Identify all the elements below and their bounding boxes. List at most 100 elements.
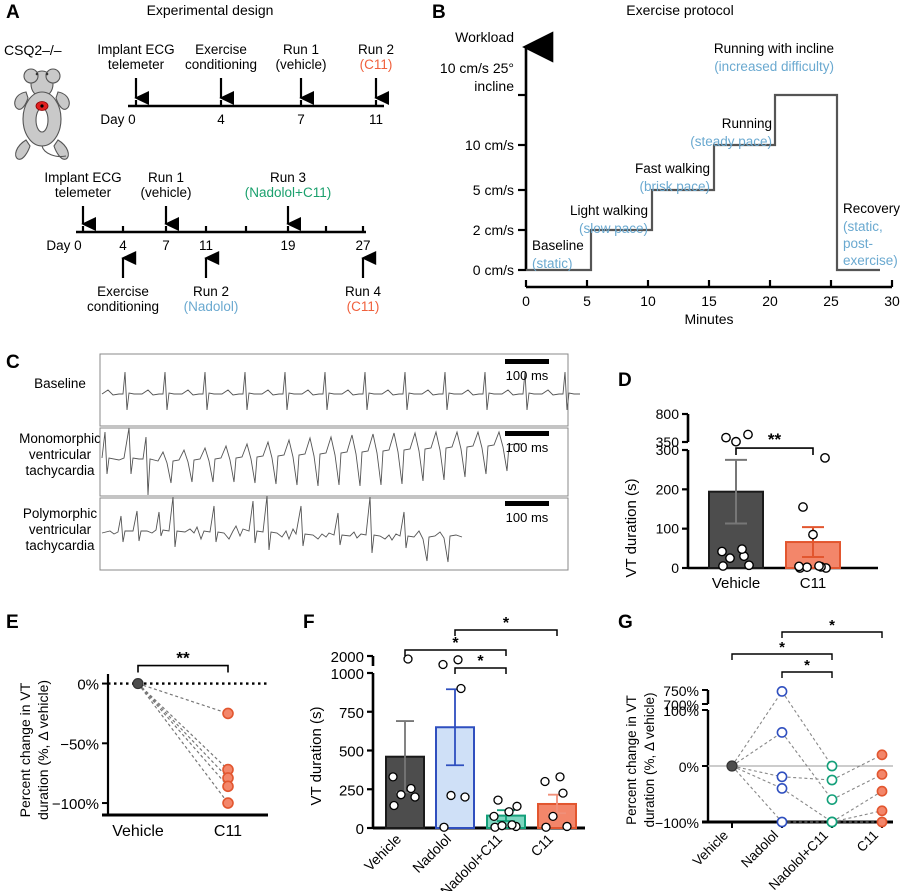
b-stage-4-name: Running with incline: [714, 41, 834, 56]
g-datapoint: [876, 749, 888, 761]
d-yticklabel-0: 0: [671, 560, 679, 576]
b-stage-2-name: Fast walking: [635, 161, 710, 176]
d-datapoint: [802, 562, 812, 573]
g-datapoint-vehicle: [726, 760, 738, 772]
e-sig-label: **: [176, 649, 190, 668]
f-datapoint: [388, 772, 398, 782]
f-sig-bracket-veh-nadc11-label: *: [452, 635, 459, 652]
f-datapoint: [555, 772, 565, 782]
g-connector: [781, 776, 833, 781]
e-xticklabel-0: Vehicle: [112, 823, 164, 840]
mouse-genotype-label: CSQ2–/–: [4, 42, 62, 58]
g-xticklabel-1: Nadolol: [738, 828, 781, 871]
d-datapoint: [820, 452, 830, 463]
ecg-trace-baseline: [101, 371, 580, 411]
tl2-evt4-l2: (Nadolol): [184, 299, 239, 314]
panel-g-label: G: [618, 612, 633, 633]
e-connector: [137, 682, 229, 715]
tl2-evt5-l2: (C11): [347, 299, 380, 314]
b-stage-0-name: Baseline: [532, 238, 584, 253]
f-datapoint: [403, 654, 413, 664]
exercise-protocol-chart: 0 cm/s 2 cm/s 5 cm/s 10 cm/s 10 cm/s 25°…: [440, 29, 900, 327]
g-datapoint: [876, 785, 888, 797]
panel-d-label: D: [618, 370, 632, 391]
g-sig-bracket-nad-nadc11-label: *: [804, 657, 810, 674]
tl1-tick-2: 7: [297, 112, 305, 127]
tl2-evt2-l1: Run 3: [270, 170, 306, 185]
f-xticklabel-0: Vehicle: [361, 831, 404, 874]
b-yaxis-title: Workload: [455, 29, 514, 45]
timeline-1: Implant ECG telemeter Exercise condition…: [97, 42, 394, 127]
g-datapoint: [776, 782, 788, 794]
e-ylabel-l1: Percent change in VT: [17, 682, 33, 817]
d-datapoint: [794, 561, 804, 572]
ecg-traces: Baseline Monomorphic ventricular tachyca…: [19, 353, 580, 571]
f-datapoint: [439, 822, 449, 832]
d-datapoint: [798, 502, 808, 512]
f-datapoint: [438, 659, 448, 670]
d-yticklabel-100: 100: [656, 521, 680, 537]
ecg-box-baseline: [99, 353, 569, 427]
g-connector: [831, 810, 883, 823]
panel-a: A Experimental design CSQ2–/– Implant EC…: [0, 0, 430, 330]
f-datapoint: [410, 792, 420, 802]
g-datapoint: [776, 727, 788, 738]
b-stage-3-sub: (steady pace): [690, 134, 772, 149]
g-connector: [781, 691, 833, 767]
workload-step-curve: [526, 93, 880, 272]
panel-c-label: C: [6, 352, 20, 373]
g-ylabel-l2: duration (%, Δ vehicle): [642, 692, 657, 827]
panel-g-chart: −100% 0% 100%700%750% Percent change in VT d…: [624, 617, 893, 891]
tl2-evt1-l1: Run 1: [148, 170, 184, 185]
b-xaxis-label: Minutes: [684, 311, 733, 327]
b-ytick-1: 2 cm/s: [473, 222, 514, 238]
f-datapoint: [507, 820, 517, 830]
e-connector: [137, 683, 229, 779]
f-datapoint: [389, 800, 399, 811]
f-sig-bracket-nad-c11-label: *: [503, 615, 510, 632]
tl1-evt1-l2: conditioning: [185, 57, 257, 72]
timeline-2: Implant ECG telemeter Run 1 (vehicle) Ru…: [44, 170, 381, 314]
tl2-evt3-l1: Exercise: [97, 284, 149, 299]
e-datapoint-c11: [222, 780, 234, 793]
panel-a-label: A: [6, 2, 20, 23]
d-yticklabel-800: 800: [656, 406, 680, 422]
tl1-tick-1: 4: [217, 112, 225, 127]
g-connector: [731, 691, 783, 767]
d-datapoint: [725, 553, 735, 564]
panel-d: D 0 100 200 300 350 800 VT duration (s) Vehicle…: [610, 370, 900, 600]
g-datapoint: [876, 805, 888, 817]
f-datapoint: [489, 811, 499, 822]
g-connector: [831, 790, 883, 823]
b-ytick-2: 5 cm/s: [473, 182, 514, 198]
g-sig-bracket-nad-nadc11: [781, 671, 833, 678]
f-datapoint: [460, 792, 470, 802]
d-sig-label: **: [768, 430, 782, 449]
tl1-evt3-l2: (C11): [360, 57, 393, 72]
f-datapoint: [541, 822, 551, 832]
f-yticklabel-1000: 1000: [331, 666, 364, 683]
d-datapoint: [808, 529, 818, 540]
ecg-scale-label-0: 100 ms: [506, 368, 549, 383]
g-datapoint: [826, 794, 838, 805]
e-yticklabel: −100%: [52, 796, 99, 813]
f-ylabel: VT duration (s): [308, 707, 325, 806]
tl2-evt0-l2: telemeter: [55, 185, 112, 200]
panel-f-label: F: [303, 612, 315, 633]
f-datapoint: [504, 807, 514, 817]
tl2-evt3-l2: conditioning: [87, 299, 159, 314]
e-yticklabel: −50%: [60, 736, 99, 753]
b-stage-5-sub: (static,: [843, 219, 883, 234]
f-yticklabel-0: 0: [356, 821, 364, 838]
e-datapoint-c11: [222, 797, 234, 809]
d-yticklabel-300: 300: [656, 442, 680, 458]
g-datapoint: [826, 816, 838, 828]
d-yticklabel-200: 200: [656, 481, 680, 497]
g-xticklabel-0: Vehicle: [690, 828, 731, 869]
g-ylabel-l1: Percent change in VT: [624, 695, 639, 825]
f-datapoint: [497, 821, 507, 831]
b-stage-1-sub: (slow pace): [579, 221, 648, 236]
tl1-evt0-l1: Implant ECG: [97, 42, 174, 57]
g-datapoint: [876, 768, 888, 780]
